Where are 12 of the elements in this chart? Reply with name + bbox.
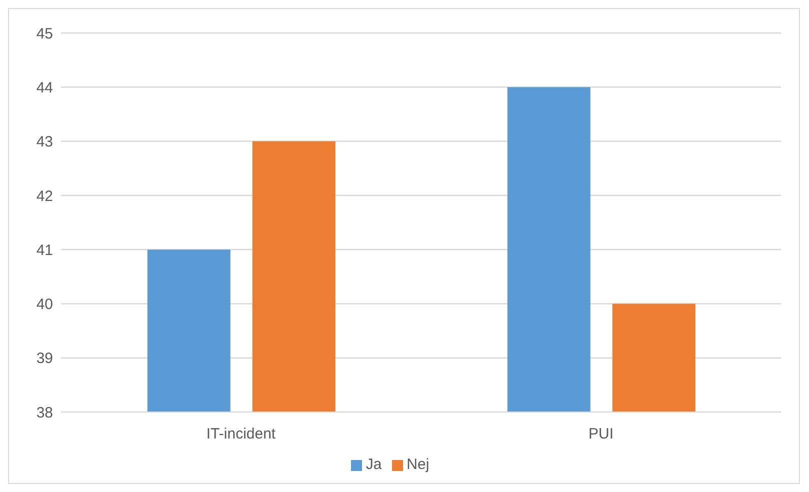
y-tick-label: 41 [36, 242, 53, 259]
y-tick-label: 44 [36, 79, 53, 96]
y-tick-label: 43 [36, 134, 53, 151]
x-tick-label: PUI [588, 426, 614, 443]
y-tick-label: 39 [36, 350, 53, 368]
legend-label: Ja [366, 456, 382, 473]
legend-label: Nej [406, 456, 430, 473]
y-tick-label: 40 [36, 296, 53, 314]
y-tick-label: 45 [36, 25, 53, 42]
y-tick-label: 42 [36, 188, 53, 205]
x-tick-label: IT-incident [206, 426, 276, 443]
y-tick-label: 38 [36, 404, 53, 422]
